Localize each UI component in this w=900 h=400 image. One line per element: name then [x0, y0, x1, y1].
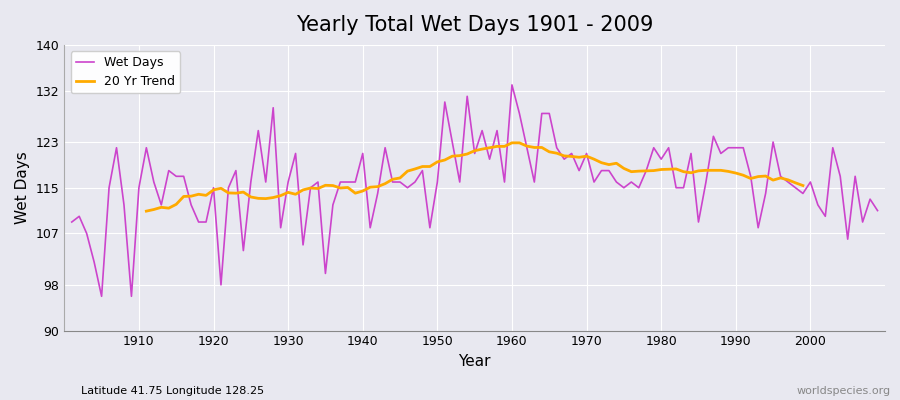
Line: 20 Yr Trend: 20 Yr Trend — [147, 143, 803, 211]
20 Yr Trend — [141, 209, 152, 214]
Wet Days — [872, 208, 883, 213]
Wet Days — [96, 294, 107, 299]
Line: Wet Days: Wet Days — [72, 85, 878, 296]
20 Yr Trend — [394, 176, 405, 180]
Wet Days — [507, 82, 517, 87]
Wet Days — [298, 242, 309, 247]
20 Yr Trend — [275, 193, 286, 198]
20 Yr Trend — [208, 188, 219, 192]
Legend: Wet Days, 20 Yr Trend: Wet Days, 20 Yr Trend — [70, 51, 180, 93]
20 Yr Trend — [797, 183, 808, 188]
Wet Days — [67, 220, 77, 224]
Title: Yearly Total Wet Days 1901 - 2009: Yearly Total Wet Days 1901 - 2009 — [296, 15, 653, 35]
20 Yr Trend — [731, 171, 742, 176]
X-axis label: Year: Year — [458, 354, 491, 369]
Y-axis label: Wet Days: Wet Days — [15, 151, 30, 224]
20 Yr Trend — [223, 190, 234, 195]
Text: worldspecies.org: worldspecies.org — [796, 386, 891, 396]
20 Yr Trend — [507, 140, 517, 145]
Wet Days — [342, 180, 353, 184]
Wet Days — [521, 145, 532, 150]
Text: Latitude 41.75 Longitude 128.25: Latitude 41.75 Longitude 128.25 — [81, 386, 264, 396]
Wet Days — [133, 185, 144, 190]
Wet Days — [514, 111, 525, 116]
20 Yr Trend — [477, 147, 488, 152]
Wet Days — [611, 180, 622, 184]
